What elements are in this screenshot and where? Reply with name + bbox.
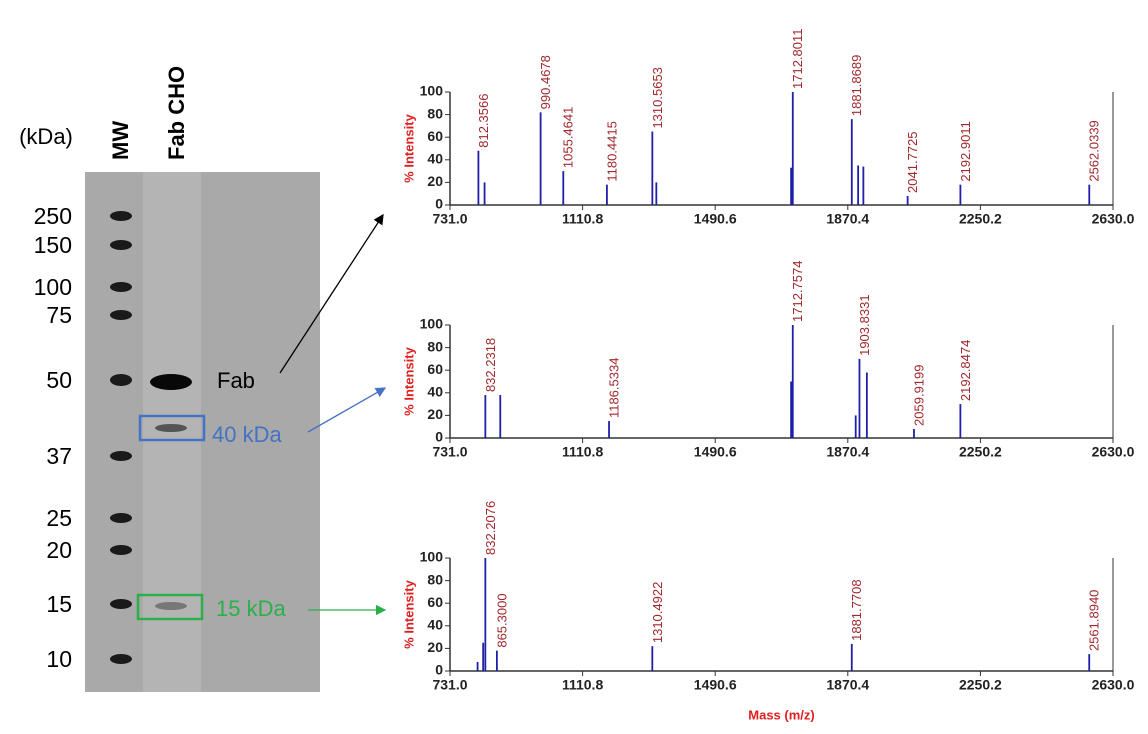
- y-tick-label: 20: [427, 639, 443, 655]
- peak-label: 1310.5653: [650, 67, 665, 128]
- marker-band: [110, 240, 132, 250]
- peak-label: 832.2076: [483, 501, 498, 555]
- x-tick-label: 1870.4: [826, 211, 869, 227]
- arrow: [307, 387, 387, 433]
- peak-label: 990.4678: [538, 55, 553, 109]
- peak-label: 2041.7725: [905, 132, 920, 193]
- peak-label: 812.3566: [476, 94, 491, 148]
- band-label: Fab: [217, 368, 255, 393]
- lane-label: MW: [108, 121, 133, 160]
- y-tick-label: 0: [435, 429, 443, 445]
- box-40kda: [138, 414, 206, 442]
- marker-label: 20: [46, 537, 72, 563]
- x-axis-label: Mass (m/z): [748, 707, 814, 722]
- marker-label: 37: [46, 443, 72, 469]
- x-tick-label: 2250.2: [959, 211, 1002, 227]
- peak-label: 1903.8331: [857, 294, 872, 355]
- y-tick-label: 0: [435, 662, 443, 678]
- y-tick-label: 100: [420, 316, 444, 332]
- band-15kda: [155, 602, 187, 610]
- x-tick-label: 731.0: [432, 677, 467, 693]
- x-tick-label: 2630.0: [1092, 444, 1135, 460]
- marker-label: 250: [34, 203, 72, 229]
- peak-label: 1186.5334: [606, 358, 621, 419]
- peak-label: 1881.8689: [849, 55, 864, 116]
- peak-label: 865.3000: [494, 593, 509, 647]
- lane-label: Fab CHO: [164, 66, 189, 160]
- x-tick-label: 1870.4: [826, 444, 869, 460]
- y-tick-label: 0: [435, 196, 443, 212]
- y-tick-label: 100: [420, 83, 444, 99]
- peak-label: 2192.8474: [958, 340, 973, 401]
- y-tick-label: 100: [420, 549, 444, 565]
- marker-label: 15: [46, 591, 72, 617]
- y-tick-label: 40: [427, 384, 443, 400]
- unit-label: (kDa): [19, 124, 73, 149]
- y-tick-label: 40: [427, 617, 443, 633]
- marker-band: [110, 654, 132, 664]
- marker-label: 75: [46, 302, 72, 328]
- marker-band: [110, 211, 132, 221]
- marker-band: [110, 513, 132, 523]
- y-axis-label: % Intensity: [401, 113, 416, 182]
- x-tick-label: 2250.2: [959, 677, 1002, 693]
- marker-band: [110, 310, 132, 320]
- y-tick-label: 20: [427, 173, 443, 189]
- marker-label: 25: [46, 505, 72, 531]
- marker-label: 10: [46, 646, 72, 672]
- y-tick-label: 80: [427, 105, 443, 121]
- y-tick-label: 80: [427, 338, 443, 354]
- x-tick-label: 1110.8: [562, 677, 603, 693]
- y-tick-label: 40: [427, 151, 443, 167]
- x-tick-label: 1870.4: [826, 677, 869, 693]
- peak-label: 1310.4922: [650, 582, 665, 643]
- x-tick-label: 2630.0: [1092, 211, 1135, 227]
- y-tick-label: 60: [427, 361, 443, 377]
- band-40kda: [155, 424, 187, 432]
- marker-band: [110, 374, 132, 386]
- x-tick-label: 731.0: [432, 444, 467, 460]
- x-tick-label: 2250.2: [959, 444, 1002, 460]
- y-tick-label: 60: [427, 594, 443, 610]
- box-15kda: [136, 593, 204, 621]
- marker-label: 50: [46, 367, 72, 393]
- peak-label: 1712.7574: [790, 261, 805, 322]
- band-label: 40 kDa: [212, 422, 282, 447]
- peak-label: 1055.4641: [561, 107, 576, 168]
- sample-lane: [143, 172, 201, 692]
- marker-label: 100: [34, 274, 72, 300]
- peak-label: 2561.8940: [1087, 590, 1102, 651]
- marker-band: [110, 545, 132, 555]
- x-tick-label: 1490.6: [694, 677, 737, 693]
- peak-label: 1881.7708: [849, 579, 864, 640]
- y-axis-label: % Intensity: [401, 579, 416, 648]
- y-tick-label: 20: [427, 406, 443, 422]
- gel: (kDa) MW Fab CHO Fab 40 kDa 15 kDa 250 15…: [19, 66, 387, 692]
- fab-band: [150, 374, 192, 390]
- peak-label: 1712.8011: [790, 29, 805, 90]
- x-tick-label: 1110.8: [562, 444, 603, 460]
- peak-label: 2059.9199: [911, 365, 926, 426]
- x-tick-label: 1110.8: [562, 211, 603, 227]
- peak-label: 2562.0339: [1087, 120, 1102, 181]
- marker-band: [110, 599, 132, 609]
- y-tick-label: 80: [427, 571, 443, 587]
- y-tick-label: 60: [427, 128, 443, 144]
- peak-label: 832.2318: [483, 338, 498, 392]
- x-tick-label: 731.0: [432, 211, 467, 227]
- marker-band: [110, 451, 132, 461]
- x-tick-label: 1490.6: [694, 211, 737, 227]
- x-tick-label: 2630.0: [1092, 677, 1135, 693]
- marker-label: 150: [34, 232, 72, 258]
- y-axis-label: % Intensity: [401, 346, 416, 415]
- peak-label: 1180.4415: [604, 121, 619, 182]
- x-tick-label: 1490.6: [694, 444, 737, 460]
- marker-band: [110, 282, 132, 292]
- band-label: 15 kDa: [216, 596, 286, 621]
- peak-label: 2192.9011: [958, 121, 973, 182]
- arrow: [279, 213, 384, 374]
